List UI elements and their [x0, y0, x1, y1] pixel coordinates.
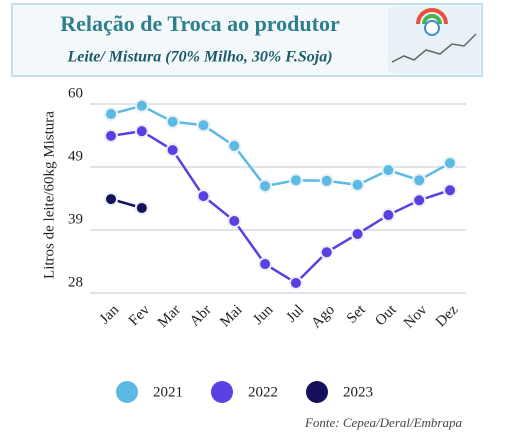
legend-marker — [211, 381, 233, 403]
x-tick-label: Fev — [126, 302, 154, 330]
y-tick-label: 49 — [68, 148, 83, 164]
point — [412, 173, 427, 188]
point — [258, 179, 273, 194]
legend-marker — [306, 381, 328, 403]
x-tick-label: Mai — [217, 302, 245, 330]
x-tick-label: Abr — [187, 302, 215, 330]
x-tick-label: Jul — [283, 302, 307, 326]
series-line — [110, 129, 451, 285]
logo — [388, 7, 480, 73]
point — [104, 128, 118, 143]
point — [443, 183, 457, 198]
chart-title: Relação de Troca ao produtor — [60, 11, 340, 36]
legend-label: 2022 — [248, 384, 278, 400]
point — [134, 200, 149, 215]
point — [319, 245, 334, 260]
point — [288, 173, 303, 188]
x-tick-label: Nov — [401, 302, 431, 332]
point — [412, 193, 427, 208]
x-tick-label: Jan — [97, 302, 123, 328]
y-axis-label: Litros de leite/60kg Mistura — [41, 111, 57, 279]
y-tick-label: 60 — [68, 85, 83, 101]
legend-label: 2021 — [153, 384, 183, 400]
legend-marker — [116, 381, 138, 403]
point — [381, 208, 396, 223]
x-tick-label: Jun — [250, 302, 276, 328]
point — [319, 173, 334, 188]
point — [196, 189, 211, 204]
x-tick-label: Mar — [155, 302, 184, 331]
point — [443, 156, 457, 171]
point — [381, 163, 396, 178]
legend-label: 2023 — [343, 384, 373, 400]
series-line — [110, 104, 451, 188]
point — [227, 213, 242, 228]
x-tick-label: Dez — [433, 302, 462, 331]
point — [258, 257, 273, 272]
y-tick-label: 28 — [68, 274, 83, 290]
x-tick-label: Out — [372, 301, 400, 329]
point — [196, 118, 211, 133]
point — [134, 98, 149, 113]
source: Fonte: Cepea/Deral/Embrapa — [304, 415, 463, 430]
point — [288, 275, 303, 290]
x-tick-label: Ago — [308, 302, 338, 332]
y-tick-label: 39 — [68, 211, 83, 227]
point — [104, 107, 118, 122]
point — [165, 143, 180, 158]
point — [165, 114, 180, 129]
point — [350, 226, 365, 241]
chart-subtitle: Leite/ Mistura (70% Milho, 30% F.Soja) — [66, 49, 332, 66]
point — [104, 192, 118, 207]
point — [227, 138, 242, 153]
x-tick-label: Set — [344, 301, 369, 326]
point — [134, 124, 149, 139]
point — [350, 177, 365, 192]
